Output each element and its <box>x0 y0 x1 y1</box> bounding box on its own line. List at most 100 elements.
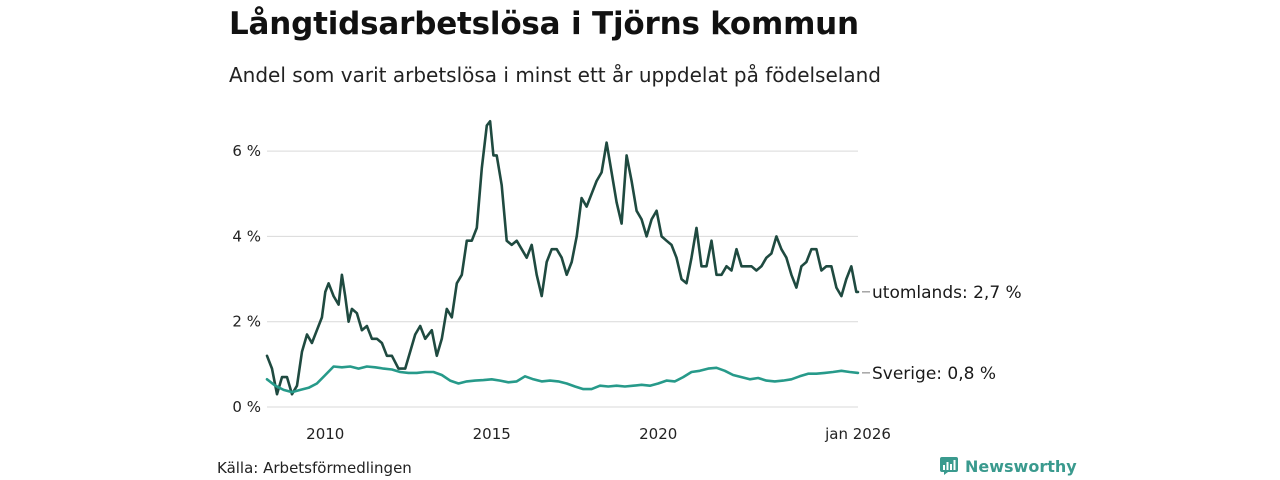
data-point <box>337 303 340 306</box>
data-point <box>800 265 803 268</box>
grid-layer <box>267 150 858 408</box>
data-point <box>351 308 353 310</box>
data-point <box>450 316 453 319</box>
data-point <box>520 248 523 251</box>
x-tick-label: 2015 <box>473 425 511 443</box>
data-point <box>371 337 373 340</box>
data-point <box>720 273 723 276</box>
data-point <box>855 291 858 293</box>
brand-label: Newsworthy <box>965 456 1077 476</box>
data-point <box>445 308 448 310</box>
data-point <box>682 376 685 378</box>
data-point <box>582 388 585 390</box>
data-point <box>557 380 560 383</box>
data-point <box>495 154 498 157</box>
data-point <box>740 265 743 268</box>
data-point <box>407 372 410 374</box>
data-point <box>316 329 318 332</box>
data-point <box>575 235 578 238</box>
data-point <box>840 295 843 297</box>
data-point <box>657 382 660 385</box>
data-point <box>374 366 377 369</box>
data-point <box>332 295 335 297</box>
data-point <box>715 273 718 276</box>
data-point <box>850 265 853 268</box>
label-layer: utomlands: 2,7 % Sverige: 0,8 % <box>862 283 1022 384</box>
data-point <box>465 380 468 383</box>
data-point <box>590 192 593 195</box>
data-point <box>745 265 748 268</box>
data-point <box>640 383 643 386</box>
data-point <box>391 354 393 357</box>
x-tick-label: 2010 <box>306 425 344 443</box>
data-point <box>550 248 553 251</box>
data-point <box>525 256 528 259</box>
data-point <box>773 380 776 383</box>
axis-layer: 0 % 2 % 4 % 6 % 2010 2015 2020 jan 2026 <box>232 142 890 443</box>
data-point <box>832 371 834 373</box>
data-point <box>790 273 793 276</box>
data-point <box>414 333 417 336</box>
series-utomlands <box>265 120 860 396</box>
data-point <box>845 278 848 280</box>
data-point <box>640 218 643 221</box>
chart-subtitle: Andel som varit arbetslösa i minst ett å… <box>229 63 881 87</box>
x-tick-label: jan 2026 <box>824 425 891 443</box>
series-line-sverige <box>265 365 860 394</box>
data-point <box>600 171 603 174</box>
data-point <box>840 369 843 372</box>
data-point <box>835 286 838 289</box>
data-point <box>857 372 859 374</box>
data-point <box>810 248 813 251</box>
data-point <box>599 384 601 387</box>
data-point <box>595 180 598 182</box>
data-point <box>740 376 743 378</box>
end-label-sverige: Sverige: 0,8 % <box>872 364 996 384</box>
data-point <box>532 378 535 381</box>
data-point <box>482 379 485 381</box>
data-point <box>266 354 268 357</box>
data-point <box>507 381 510 384</box>
data-point <box>311 342 313 344</box>
data-point <box>615 201 618 204</box>
data-point <box>296 384 298 387</box>
data-point <box>465 239 468 242</box>
data-point <box>291 391 293 393</box>
data-point <box>695 227 698 229</box>
data-point <box>782 379 784 382</box>
data-point <box>474 379 476 382</box>
data-point <box>785 256 788 259</box>
data-point <box>499 379 501 382</box>
data-point <box>419 325 422 327</box>
data-point <box>430 329 433 332</box>
data-point <box>344 295 347 297</box>
brand-logo[interactable]: Newsworthy <box>939 456 1077 476</box>
data-point <box>675 256 678 259</box>
data-point <box>674 380 676 383</box>
data-point <box>735 248 738 251</box>
data-point <box>366 325 368 327</box>
data-point <box>404 367 407 370</box>
data-point <box>820 269 823 272</box>
data-point <box>510 244 513 246</box>
data-point <box>282 389 285 391</box>
data-point <box>615 384 618 387</box>
data-point <box>327 282 330 285</box>
data-point <box>545 261 548 263</box>
data-point <box>316 382 318 385</box>
data-point <box>266 378 268 381</box>
data-point <box>690 256 693 259</box>
chart-title: Långtidsarbetslösa i Tjörns kommun <box>229 6 859 42</box>
data-point <box>765 256 768 259</box>
data-point <box>515 239 518 242</box>
data-point <box>306 333 308 336</box>
data-point <box>440 337 443 340</box>
data-point <box>725 265 728 268</box>
data-point <box>274 384 277 387</box>
data-point <box>780 248 783 251</box>
end-label-utomlands: utomlands: 2,7 % <box>872 283 1022 303</box>
data-point <box>790 378 793 381</box>
data-point <box>505 239 508 242</box>
data-point <box>356 312 358 315</box>
